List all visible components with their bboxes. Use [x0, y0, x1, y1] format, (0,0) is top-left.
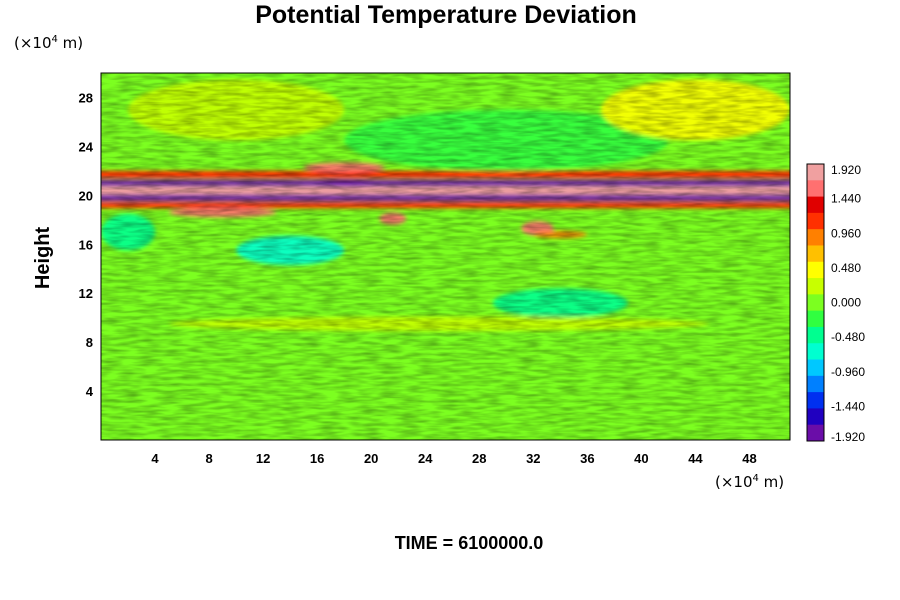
colorbar-swatch	[807, 229, 824, 246]
x-tick-label: 8	[205, 451, 212, 466]
y-tick-label: 8	[86, 335, 93, 350]
colorbar-swatch	[807, 261, 824, 279]
colorbar-swatches	[807, 164, 824, 442]
x-tick-label: 40	[634, 451, 648, 466]
colorbar-swatch	[807, 310, 824, 328]
colorbar: 1.920 1.440 0.960 0.480 0.000 -0.480 -0.960 -1.…	[806, 163, 865, 444]
y-tick-label: 20	[79, 188, 93, 203]
y-tick-label: 16	[79, 237, 93, 252]
y-tick-label: 24	[79, 139, 94, 154]
x-tick-label: 4	[151, 451, 159, 466]
colorbar-swatch	[807, 375, 824, 393]
y-tick-label: 12	[79, 286, 93, 301]
colorbar-swatch	[807, 294, 824, 312]
colorbar-swatch	[807, 343, 824, 361]
colorbar-tick-label: 1.440	[831, 192, 861, 206]
colorbar-tick-label: 0.000	[831, 296, 861, 310]
colorbar-tick-label: 0.960	[831, 226, 861, 240]
colorbar-tick-label: 1.920	[831, 163, 861, 177]
colorbar-swatch	[807, 164, 824, 181]
plot-frame	[100, 72, 791, 441]
x-axis-ticks: 4 8 12 16 20 24 28 32 36 40 44 48	[151, 451, 756, 466]
x-tick-label: 44	[688, 451, 703, 466]
colorbar-tick-label: -0.480	[831, 330, 865, 344]
colorbar-tick-label: 0.480	[831, 261, 861, 275]
colorbar-frame	[806, 163, 825, 442]
time-label: TIME = 6100000.0	[395, 533, 544, 553]
colorbar-tick-label: -1.920	[831, 430, 865, 444]
chart-title: Potential Temperature Deviation	[255, 1, 637, 29]
x-tick-label: 16	[310, 451, 324, 466]
x-tick-label: 12	[256, 451, 270, 466]
x-tick-label: 48	[742, 451, 756, 466]
y-axis-label: Height	[32, 227, 54, 290]
y-tick-label: 28	[79, 90, 93, 105]
colorbar-tick-label: -0.960	[831, 365, 865, 379]
x-axis-unit: (×104 m)	[715, 473, 784, 491]
y-axis-unit: (×104 m)	[14, 34, 83, 52]
colorbar-swatch	[807, 424, 824, 442]
colorbar-swatch	[807, 180, 824, 198]
colorbar-tick-label: -1.440	[831, 399, 865, 413]
x-tick-label: 28	[472, 451, 486, 466]
colorbar-swatch	[807, 196, 824, 214]
colorbar-swatch	[807, 392, 824, 409]
colorbar-ticks: 1.920 1.440 0.960 0.480 0.000 -0.480 -0.960 -1.…	[831, 163, 865, 444]
y-axis-ticks: 4 8 12 16 20 24 28	[79, 90, 94, 399]
plot-area	[101, 73, 790, 440]
x-tick-label: 20	[364, 451, 378, 466]
x-tick-label: 32	[526, 451, 540, 466]
heatmap-texture	[101, 73, 790, 440]
x-tick-label: 24	[418, 451, 433, 466]
x-tick-label: 36	[580, 451, 594, 466]
colorbar-swatch	[807, 278, 824, 295]
colorbar-swatch	[807, 245, 824, 263]
colorbar-swatch	[807, 326, 824, 344]
colorbar-swatch	[807, 359, 824, 377]
colorbar-swatch	[807, 408, 824, 426]
colorbar-swatch	[807, 212, 824, 230]
y-tick-label: 4	[86, 384, 94, 399]
